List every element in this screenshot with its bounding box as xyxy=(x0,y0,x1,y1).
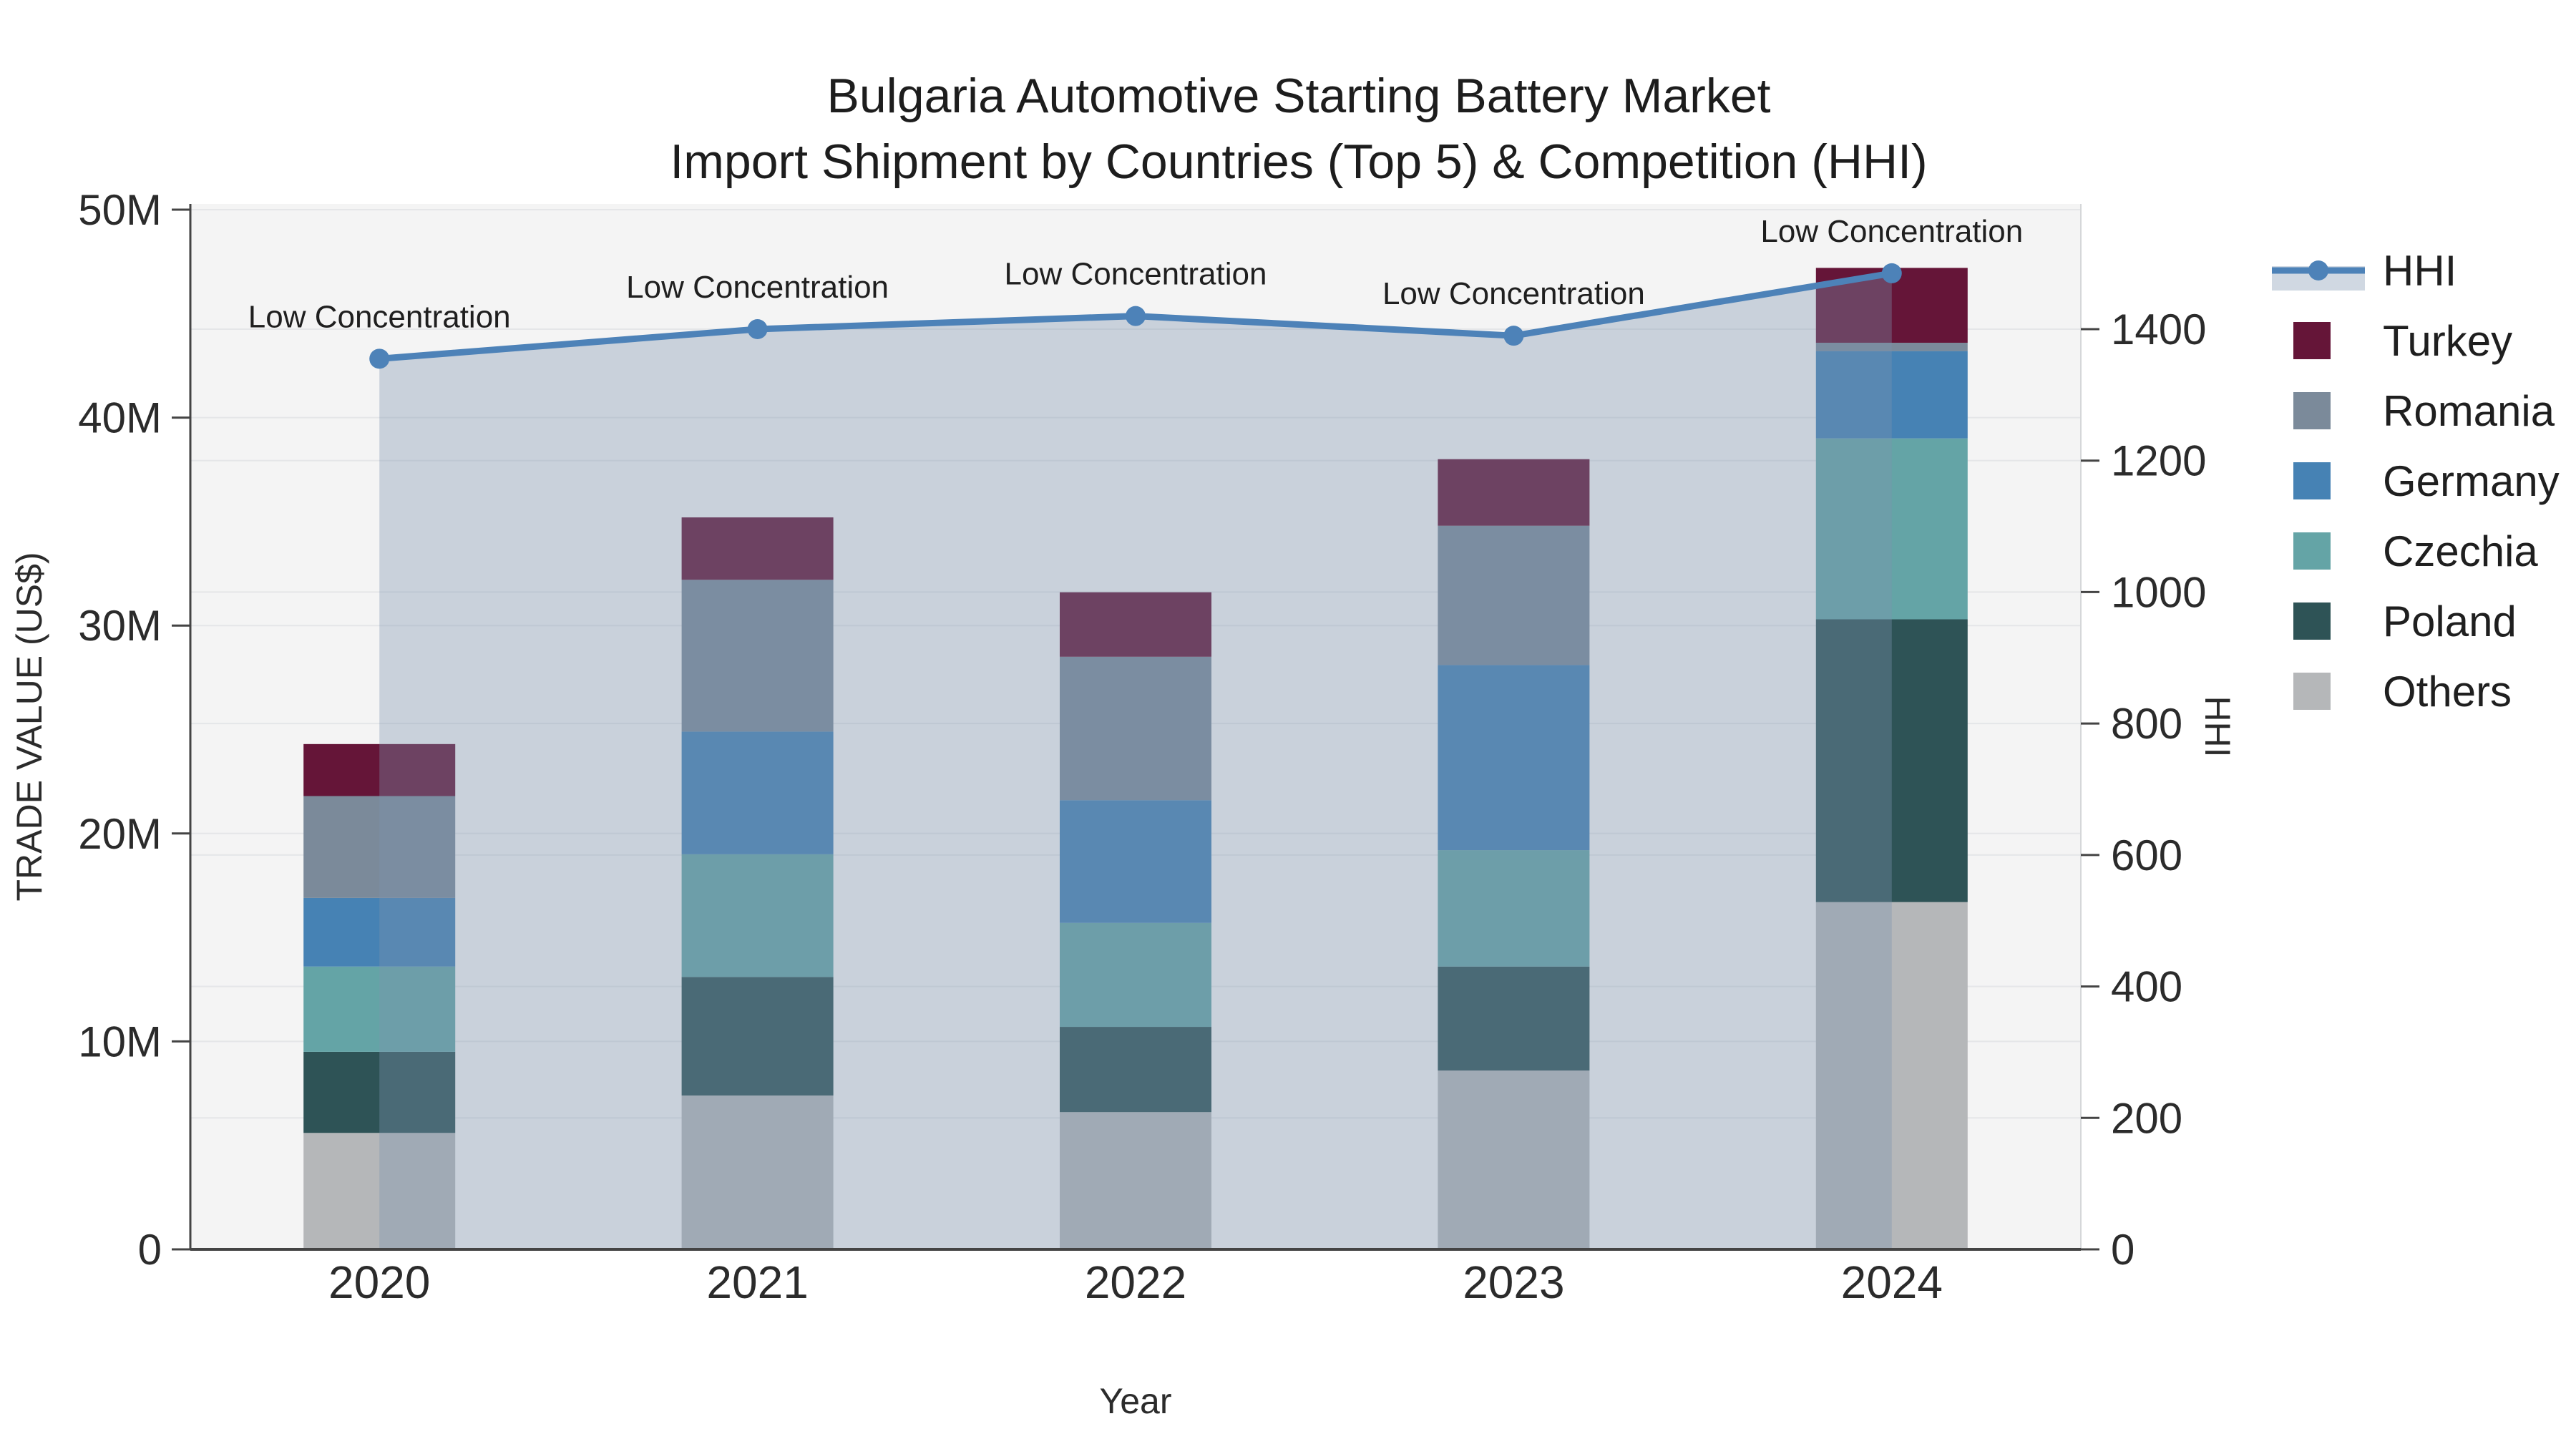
bar-segment-romania-2020 xyxy=(303,796,456,898)
legend-item-others[interactable]: Others xyxy=(2293,668,2512,716)
x-tick-label-2023: 2023 xyxy=(1463,1257,1564,1308)
y-left-tick-label-0: 0 xyxy=(138,1226,162,1274)
bar-segment-others-2024 xyxy=(1815,902,1968,1249)
hhi-point-2024 xyxy=(1881,263,1902,283)
chart-title-line1: Bulgaria Automotive Starting Battery Mar… xyxy=(826,69,1771,123)
y-left-tick-label-30: 30M xyxy=(78,602,162,650)
bar-segment-turkey-2020 xyxy=(303,743,456,796)
legend-item-hhi[interactable]: HHI xyxy=(2272,247,2457,295)
annotation-2022: Low Concentration xyxy=(1005,257,1267,292)
x-tick-label-2022: 2022 xyxy=(1085,1257,1186,1308)
y-left-tick-label-10: 10M xyxy=(78,1018,162,1065)
bar-segment-others-2020 xyxy=(303,1133,456,1249)
bar-segment-romania-2023 xyxy=(1438,525,1590,665)
y-right-tick-label-800: 800 xyxy=(2111,700,2182,748)
bar-segment-germany-2024 xyxy=(1815,351,1968,439)
legend-label-romania: Romania xyxy=(2383,387,2555,435)
hhi-point-2022 xyxy=(1126,306,1146,326)
y-right-tick-label-1200: 1200 xyxy=(2111,437,2206,485)
bar-segment-romania-2021 xyxy=(681,580,834,732)
legend-label-others: Others xyxy=(2383,668,2512,716)
bar-segment-germany-2020 xyxy=(303,897,456,967)
legend-item-romania[interactable]: Romania xyxy=(2293,387,2555,435)
bar-segment-romania-2022 xyxy=(1060,656,1211,801)
legend-swatch-others xyxy=(2293,673,2331,710)
hhi-point-2023 xyxy=(1503,326,1524,346)
bar-segment-germany-2021 xyxy=(681,731,834,854)
bar-segment-others-2023 xyxy=(1438,1070,1590,1249)
annotation-2020: Low Concentration xyxy=(248,299,511,334)
legend-swatch-romania xyxy=(2293,392,2331,429)
y-right-tick-label-200: 200 xyxy=(2111,1094,2182,1142)
legend-hhi-marker xyxy=(2308,260,2328,280)
bar-segment-czechia-2021 xyxy=(681,854,834,977)
x-axis-title: Year xyxy=(1099,1381,1171,1421)
y-left-tick-label-50: 50M xyxy=(78,186,162,234)
bar-segment-poland-2024 xyxy=(1815,619,1968,902)
bar-segment-czechia-2020 xyxy=(303,966,456,1052)
legend-label-turkey: Turkey xyxy=(2383,317,2512,365)
legend-label-czechia: Czechia xyxy=(2383,527,2538,575)
legend-label-hhi: HHI xyxy=(2383,247,2457,295)
bar-segment-turkey-2021 xyxy=(681,517,834,580)
y-left-axis-title: TRADE VALUE (US$) xyxy=(9,552,49,901)
annotation-2021: Low Concentration xyxy=(626,270,889,305)
y-left-tick-label-40: 40M xyxy=(78,394,162,442)
legend-swatch-poland xyxy=(2293,602,2331,640)
bar-segment-turkey-2022 xyxy=(1060,592,1211,657)
x-tick-label-2020: 2020 xyxy=(328,1257,430,1308)
legend-item-germany[interactable]: Germany xyxy=(2293,457,2560,505)
hhi-area-fill xyxy=(379,273,1892,1250)
hhi-point-2021 xyxy=(747,319,768,339)
y-right-tick-label-1400: 1400 xyxy=(2111,306,2206,353)
legend-label-poland: Poland xyxy=(2383,597,2517,645)
bar-segment-germany-2022 xyxy=(1060,800,1211,923)
x-tick-label-2024: 2024 xyxy=(1841,1257,1943,1308)
bar-segment-poland-2021 xyxy=(681,977,834,1096)
bar-segment-poland-2023 xyxy=(1438,966,1590,1071)
bar-segment-romania-2024 xyxy=(1815,342,1968,351)
x-tick-label-2021: 2021 xyxy=(706,1257,808,1308)
annotation-2023: Low Concentration xyxy=(1382,276,1645,311)
y-right-axis-title: HHI xyxy=(2197,696,2238,757)
bar-segment-others-2022 xyxy=(1060,1112,1211,1249)
legend-swatch-czechia xyxy=(2293,532,2331,570)
y-right-tick-label-1000: 1000 xyxy=(2111,568,2206,616)
bar-segment-poland-2022 xyxy=(1060,1027,1211,1113)
legend-item-turkey[interactable]: Turkey xyxy=(2293,317,2512,365)
y-right-tick-label-400: 400 xyxy=(2111,963,2182,1011)
y-right-tick-label-0: 0 xyxy=(2111,1226,2135,1274)
chart-title-line2: Import Shipment by Countries (Top 5) & C… xyxy=(670,135,1928,189)
legend-swatch-turkey xyxy=(2293,322,2331,359)
legend-item-czechia[interactable]: Czechia xyxy=(2293,527,2538,575)
y-left-tick-label-20: 20M xyxy=(78,810,162,858)
bar-segment-czechia-2022 xyxy=(1060,922,1211,1028)
legend-swatch-germany xyxy=(2293,462,2331,499)
bar-segment-others-2021 xyxy=(681,1095,834,1249)
bar-segment-czechia-2024 xyxy=(1815,438,1968,620)
bar-segment-poland-2020 xyxy=(303,1051,456,1133)
legend-item-poland[interactable]: Poland xyxy=(2293,597,2517,645)
legend-label-germany: Germany xyxy=(2383,457,2560,505)
y-right-tick-label-600: 600 xyxy=(2111,831,2182,879)
bar-segment-turkey-2023 xyxy=(1438,459,1590,526)
annotation-2024: Low Concentration xyxy=(1760,214,2023,249)
hhi-point-2020 xyxy=(369,348,390,369)
bar-segment-czechia-2023 xyxy=(1438,850,1590,967)
bar-segment-germany-2023 xyxy=(1438,665,1590,851)
